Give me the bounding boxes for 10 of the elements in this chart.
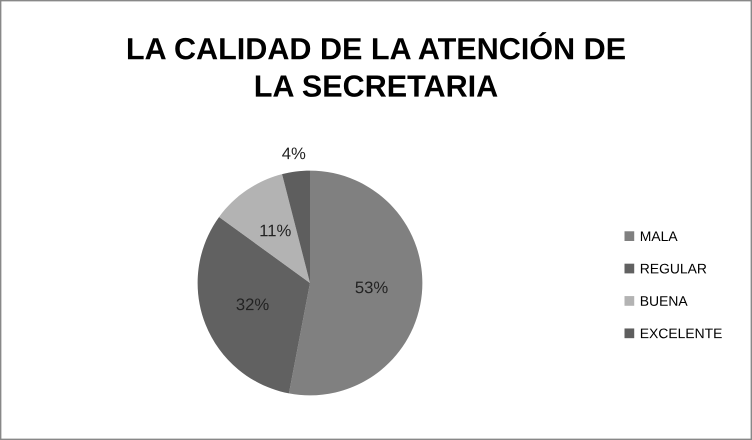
- legend-label: MALA: [640, 231, 678, 242]
- legend-label: BUENA: [640, 296, 688, 306]
- chart-title: LA CALIDAD DE LA ATENCIÓN DE LA SECRETARIA: [128, 32, 625, 97]
- legend-label: EXCELENTE: [640, 328, 722, 338]
- data-label: 11%: [260, 224, 291, 236]
- data-label: 32%: [236, 298, 269, 310]
- data-label: 4%: [282, 148, 306, 160]
- legend-label: REGULAR: [640, 264, 706, 274]
- pie-slice: [219, 174, 310, 283]
- data-label: 53%: [356, 281, 388, 294]
